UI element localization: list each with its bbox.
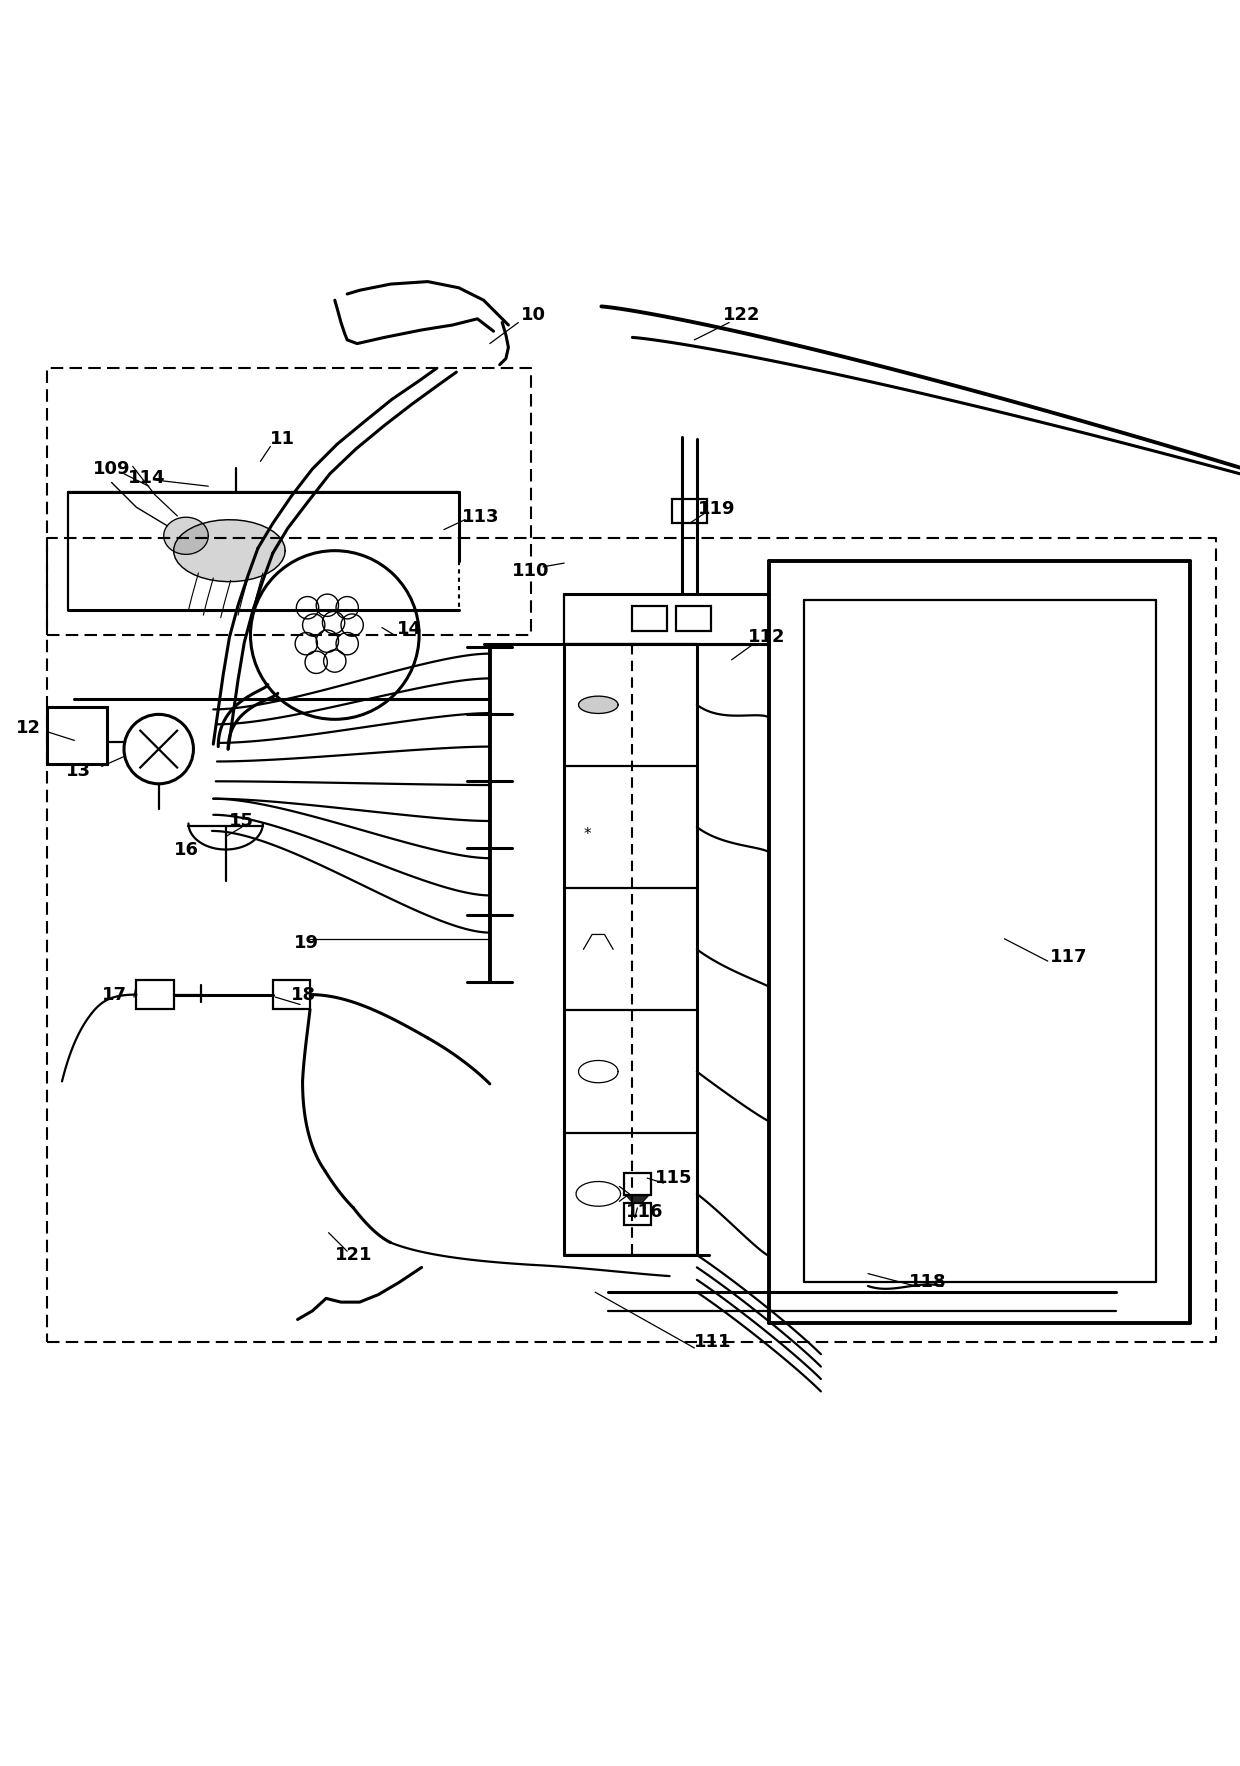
Text: 113: 113 bbox=[463, 509, 500, 526]
Circle shape bbox=[124, 715, 193, 784]
Text: 13: 13 bbox=[66, 763, 91, 781]
Bar bbox=[273, 980, 310, 1010]
Text: 115: 115 bbox=[655, 1169, 692, 1187]
Polygon shape bbox=[626, 1196, 649, 1208]
Text: 117: 117 bbox=[1050, 948, 1087, 966]
Text: 121: 121 bbox=[335, 1247, 372, 1264]
Bar bbox=[624, 1173, 651, 1196]
Text: 116: 116 bbox=[626, 1203, 663, 1220]
Text: 112: 112 bbox=[748, 629, 785, 646]
Text: 14: 14 bbox=[397, 620, 422, 638]
Bar bbox=[672, 498, 707, 523]
Text: 119: 119 bbox=[698, 500, 735, 517]
Text: 110: 110 bbox=[512, 562, 549, 579]
Text: 109: 109 bbox=[93, 459, 130, 479]
Bar bbox=[136, 980, 174, 1010]
Bar bbox=[676, 606, 711, 630]
Text: 16: 16 bbox=[174, 841, 198, 858]
Bar bbox=[624, 1203, 651, 1226]
Text: 122: 122 bbox=[723, 306, 760, 325]
Text: 18: 18 bbox=[291, 985, 316, 1003]
Text: *: * bbox=[584, 828, 591, 842]
Bar bbox=[632, 606, 667, 630]
Bar bbox=[47, 706, 107, 765]
Text: 10: 10 bbox=[521, 306, 546, 325]
Text: 114: 114 bbox=[128, 468, 165, 486]
Text: 118: 118 bbox=[909, 1273, 946, 1291]
Text: 11: 11 bbox=[270, 431, 295, 449]
Text: 17: 17 bbox=[102, 985, 126, 1003]
Text: 12: 12 bbox=[16, 719, 41, 736]
Text: 111: 111 bbox=[694, 1333, 732, 1351]
Text: 19: 19 bbox=[294, 934, 319, 952]
Text: 15: 15 bbox=[229, 812, 254, 830]
Polygon shape bbox=[174, 519, 285, 581]
Circle shape bbox=[250, 551, 419, 719]
Polygon shape bbox=[579, 696, 619, 713]
Polygon shape bbox=[164, 517, 208, 555]
